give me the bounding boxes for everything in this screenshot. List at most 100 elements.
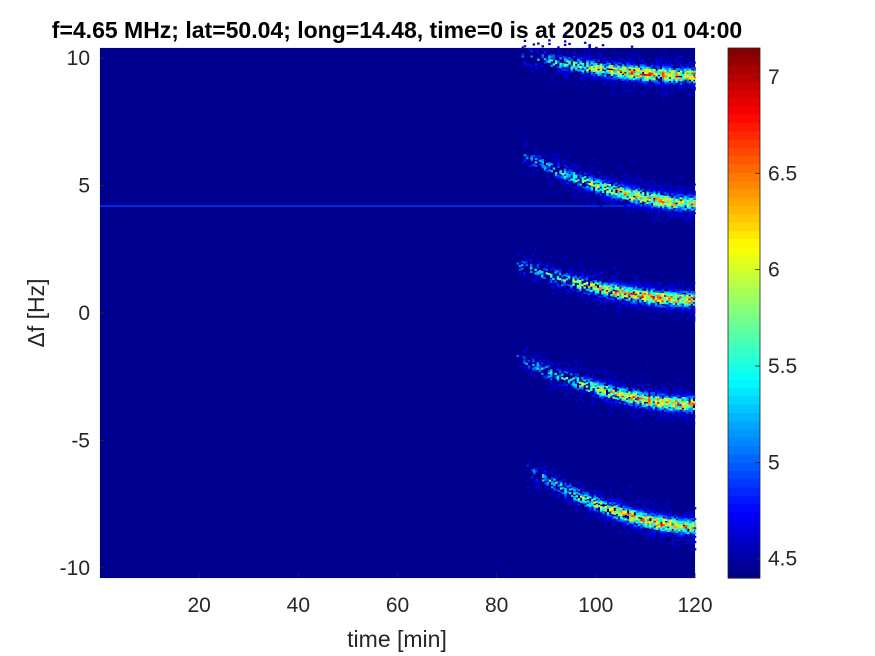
heatmap-cell: [671, 200, 674, 203]
heatmap-cell: [624, 195, 627, 198]
heatmap-cell: [604, 507, 607, 510]
heatmap-cell: [587, 380, 591, 383]
heatmap-cell: [592, 378, 595, 381]
heatmap-cell: [580, 495, 583, 498]
heatmap-cell: [597, 161, 600, 164]
heatmap-cell: [660, 534, 663, 537]
heatmap-cell: [657, 290, 660, 293]
heatmap-cell: [579, 280, 582, 283]
heatmap-cell: [590, 289, 593, 293]
heatmap-cell: [691, 516, 694, 519]
heatmap-cell: [572, 175, 576, 178]
heatmap-cell: [670, 299, 673, 302]
heatmap-cell: [684, 73, 687, 77]
heatmap-cell: [658, 515, 661, 518]
heatmap-cell: [557, 190, 560, 193]
heatmap-cell: [664, 197, 667, 200]
heatmap-cell: [590, 203, 594, 206]
heatmap-cell: [612, 393, 615, 396]
heatmap-cell: [672, 387, 676, 390]
heatmap-cell: [567, 370, 571, 373]
heatmap-cell: [650, 65, 654, 68]
heatmap-cell: [638, 514, 641, 518]
heatmap-cell: [612, 380, 615, 383]
heatmap-cell: [543, 366, 546, 369]
heatmap-cell: [599, 272, 602, 275]
heatmap-cell: [592, 177, 596, 180]
heatmap-cell: [628, 292, 631, 295]
heatmap-cell: [668, 78, 672, 81]
heatmap-cell: [634, 278, 638, 282]
heatmap-cell: [536, 342, 540, 345]
heatmap-cell: [679, 294, 682, 297]
heatmap-cell: [616, 297, 620, 300]
heatmap-cell: [641, 295, 644, 299]
heatmap-cell: [662, 67, 665, 70]
heatmap-cell: [654, 308, 658, 311]
heatmap-cell: [566, 74, 569, 77]
heatmap-cell: [617, 508, 621, 512]
heatmap-cell: [521, 267, 524, 270]
heatmap-cell: [610, 294, 613, 297]
heatmap-cell: [668, 199, 672, 202]
heatmap-cell: [611, 503, 614, 506]
heatmap-cell: [634, 390, 638, 393]
heatmap-cell: [662, 520, 665, 523]
heatmap-cell: [660, 525, 663, 528]
heatmap-cell: [548, 181, 551, 184]
heatmap-cell: [609, 509, 612, 512]
heatmap-cell: [585, 389, 589, 392]
heatmap-cell: [570, 185, 573, 188]
heatmap-cell: [617, 498, 621, 501]
heatmap-cell: [611, 508, 614, 511]
heatmap-cell: [626, 63, 629, 66]
heatmap-cell: [641, 386, 644, 389]
heatmap-cell: [592, 394, 595, 397]
heatmap-cell: [662, 209, 665, 212]
heatmap-cell: [630, 179, 634, 182]
heatmap-cell: [610, 301, 613, 304]
heatmap-cell: [653, 513, 657, 516]
heatmap-cell: [581, 278, 584, 281]
heatmap-cell: [651, 525, 654, 528]
colorbar-segment: [728, 279, 760, 289]
heatmap-cell: [621, 180, 625, 183]
heatmap-cell: [679, 213, 683, 216]
heatmap-cell: [639, 284, 642, 288]
heatmap-cell: [615, 74, 618, 77]
heatmap-cell: [640, 515, 643, 518]
heatmap-cell: [688, 407, 691, 411]
heatmap-cell: [602, 497, 605, 501]
heatmap-cell: [575, 185, 578, 188]
heatmap-cell: [610, 412, 613, 415]
heatmap-cell: [679, 304, 682, 308]
heatmap-cell: [573, 499, 576, 502]
heatmap-cell: [675, 75, 678, 78]
heatmap-cell: [653, 516, 657, 519]
heatmap-cell: [668, 291, 671, 294]
heatmap-cell: [686, 301, 689, 304]
heatmap-cell: [669, 515, 672, 519]
heatmap-cell: [648, 207, 652, 210]
heatmap-cell: [643, 285, 647, 288]
heatmap-cell: [691, 65, 694, 68]
heatmap-cell: [672, 300, 676, 304]
heatmap-cell: [682, 531, 686, 534]
heatmap-cell: [680, 520, 683, 523]
heatmap-cell: [559, 69, 562, 72]
heatmap-cell: [662, 527, 665, 530]
heatmap-cell: [663, 398, 667, 402]
colorbar-segment: [728, 412, 760, 422]
heatmap-cell: [663, 298, 667, 301]
heatmap-cell: [541, 360, 544, 363]
heatmap-cell: [525, 362, 528, 365]
heatmap-cell: [550, 275, 553, 278]
heatmap-cell: [564, 484, 567, 487]
heatmap-cell: [528, 78, 531, 81]
heatmap-cell: [628, 285, 631, 288]
heatmap-cell: [684, 68, 687, 71]
heatmap-cell: [625, 389, 629, 392]
heatmap-cell: [601, 395, 604, 398]
heatmap-cell: [625, 399, 629, 402]
heatmap-cell: [644, 532, 648, 535]
